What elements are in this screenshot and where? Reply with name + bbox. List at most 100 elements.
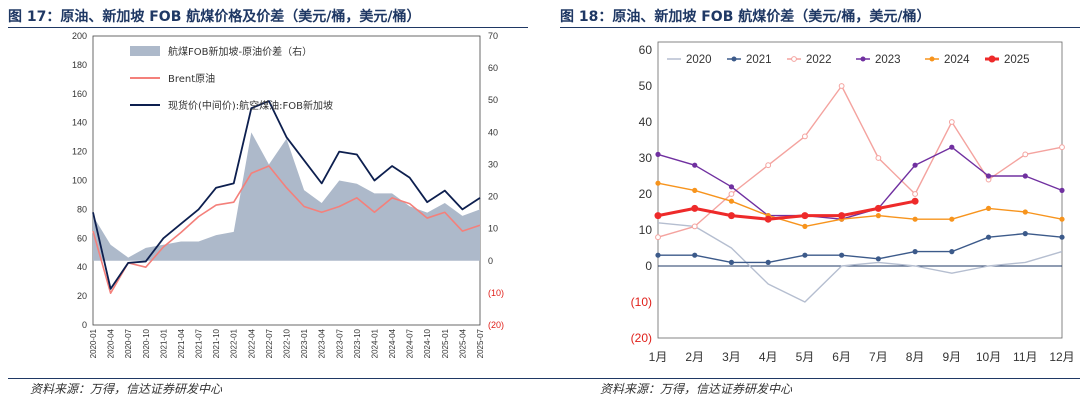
right-source-note: 资料来源：万得，信达证券研发中心 (600, 382, 793, 396)
left-x-tick-label: 2025-07 (476, 328, 485, 358)
left-y2-tick-label: 10 (488, 224, 498, 234)
left-x-tick-label: 2023-10 (353, 328, 362, 358)
left-x-tick-label: 2025-01 (441, 328, 450, 358)
legend-label-2024: 2024 (944, 54, 970, 66)
left-y-tick-label: 180 (72, 60, 87, 70)
series-point-2025 (911, 197, 919, 205)
right-x-tick-label: 5月 (796, 350, 815, 364)
legend-label-2023: 2023 (875, 54, 901, 66)
right-x-tick-label: 11月 (1013, 350, 1037, 364)
series-line-2020 (657, 222, 1063, 303)
right-title-rule (560, 27, 1080, 28)
left-x-tick-label: 2022-01 (230, 328, 239, 358)
series-point-2024 (912, 216, 918, 222)
left-x-tick-label: 2021-04 (177, 328, 186, 358)
jet-fuel-line-series (92, 100, 481, 290)
left-y2-tick-label: 50 (488, 95, 498, 105)
left-y-tick-label: 0 (82, 320, 87, 330)
right-x-tick-label: 10月 (976, 350, 1001, 364)
right-y-tick-label: 0 (645, 259, 652, 273)
series-line-2021 (658, 232, 1063, 264)
brent-line-series (92, 165, 481, 295)
legend-marker-2025 (988, 55, 996, 63)
series-point-2023 (949, 144, 955, 150)
left-y-tick-label: 160 (72, 89, 87, 99)
series-point-2023 (692, 162, 698, 168)
left-x-tick-label: 2023-04 (318, 328, 327, 358)
left-y-tick-label: 80 (77, 204, 87, 214)
series-point-2023 (655, 151, 661, 157)
left-x-tick-label: 2024-04 (388, 328, 397, 358)
right-y-tick-label: 20 (639, 187, 653, 201)
series-point-2023 (985, 173, 992, 179)
series-point-2022 (838, 83, 845, 89)
right-y-tick-label: 30 (639, 151, 653, 165)
series-point-2024 (875, 213, 881, 219)
legend-swatch-spread (130, 46, 160, 56)
left-y2-tick-label: (20) (488, 320, 504, 330)
series-point-2022 (655, 234, 661, 241)
legend-marker-2021 (731, 56, 737, 62)
series-point-2022 (728, 191, 735, 197)
left-x-tick-label: 2025-04 (458, 328, 467, 358)
left-y-tick-label: 140 (72, 118, 87, 128)
series-point-2022 (875, 155, 882, 161)
legend-label-2022: 2022 (806, 54, 832, 66)
series-point-2021 (655, 252, 661, 258)
series-line-2023 (657, 146, 1063, 220)
series-point-2025 (691, 204, 699, 212)
left-x-tick-label: 2024-01 (370, 328, 379, 358)
series-point-2025 (801, 212, 809, 220)
series-point-2021 (692, 252, 698, 258)
right-x-tick-label: 8月 (906, 350, 925, 364)
series-point-2025 (654, 212, 662, 220)
right-x-tick-label: 2月 (685, 350, 704, 364)
right-x-tick-label: 7月 (869, 350, 888, 364)
left-y2-tick-label: 40 (488, 127, 498, 137)
legend-label-2021: 2021 (746, 54, 772, 66)
left-y-tick-label: 20 (77, 291, 87, 301)
series-point-2022 (1059, 144, 1065, 151)
series-point-2022 (765, 162, 772, 169)
series-point-2024 (985, 205, 992, 211)
legend-label-spread: 航煤FOB新加坡-原油价差（右） (168, 45, 312, 58)
series-point-2022 (1022, 151, 1029, 158)
series-point-2021 (728, 259, 735, 265)
left-y2-tick-label: 30 (488, 159, 498, 169)
right-y-tick-label: 10 (639, 223, 653, 237)
right-y-tick-label: 50 (639, 79, 653, 93)
left-x-tick-label: 2021-07 (195, 328, 204, 358)
left-x-tick-label: 2020-07 (124, 328, 133, 358)
series-point-2022 (802, 133, 808, 140)
legend-marker-2022 (791, 56, 797, 62)
series-point-2021 (875, 256, 881, 262)
left-x-tick-label: 2020-01 (89, 328, 98, 358)
right-x-tick-label: 9月 (942, 350, 961, 364)
legend-label-brent: Brent原油 (168, 72, 215, 85)
left-x-tick-label: 2022-04 (247, 328, 256, 358)
series-point-2025 (764, 215, 772, 223)
right-y-tick-label: 40 (639, 115, 653, 129)
series-point-2022 (948, 119, 955, 125)
left-x-tick-label: 2021-01 (159, 328, 168, 358)
left-y2-tick-label: 0 (488, 256, 493, 266)
series-point-2025 (727, 212, 735, 220)
left-chart-title: 图 17：原油、新加坡 FOB 航煤价格及价差（美元/桶，美元/桶） (8, 9, 421, 25)
left-y-tick-label: 200 (72, 31, 87, 41)
series-point-2021 (985, 234, 992, 240)
left-y-tick-label: 100 (72, 176, 87, 186)
series-point-2024 (1022, 209, 1028, 215)
left-x-tick-label: 2023-01 (300, 328, 309, 358)
left-x-tick-label: 2021-10 (212, 328, 221, 358)
left-y-tick-label: 40 (77, 262, 87, 272)
left-y2-tick-label: (10) (488, 288, 504, 298)
left-x-tick-label: 2022-10 (283, 328, 292, 358)
right-source-rule (515, 378, 1080, 379)
series-point-2021 (912, 249, 918, 255)
series-point-2021 (839, 252, 845, 258)
right-chart: 60 50 40 30 20 10 0 (10) (20) 1月 2月 3月 4月 5月 6月 7月 8月 9月 1… (631, 41, 1075, 364)
left-source-note: 资料来源：万得，信达证券研发中心 (30, 382, 223, 396)
right-y-tick-label: (20) (631, 331, 652, 345)
right-x-tick-label: 12月 (1049, 350, 1074, 364)
